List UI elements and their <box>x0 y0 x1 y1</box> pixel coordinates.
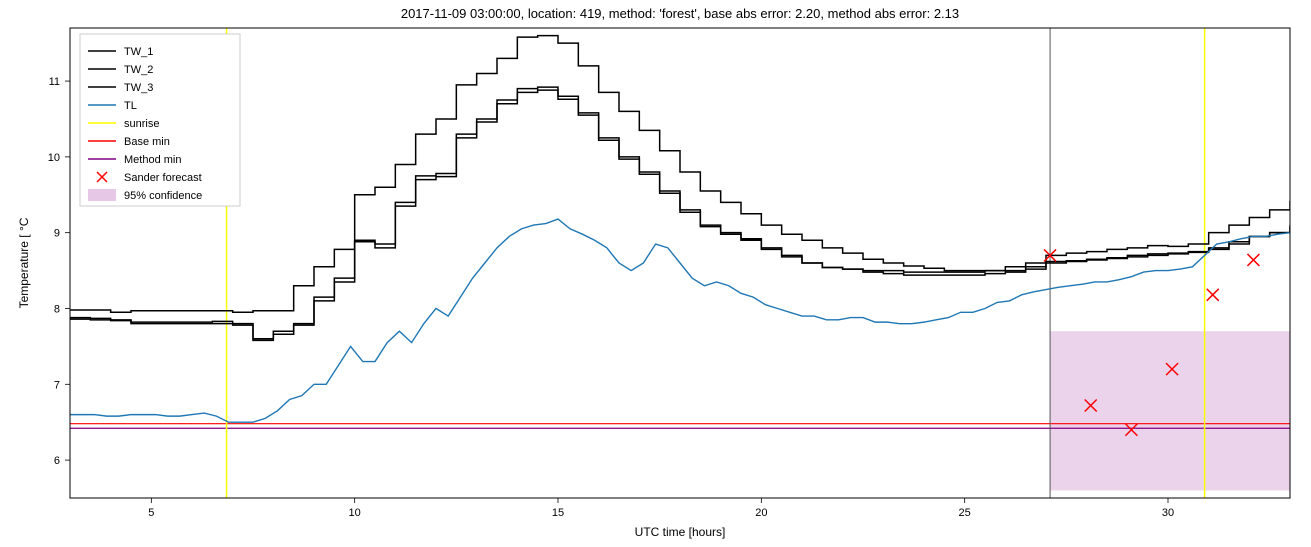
y-axis-label: Temperature [ °C <box>17 217 31 308</box>
legend-label: Method min <box>124 154 181 166</box>
legend-label: Sander forecast <box>124 172 202 184</box>
series-TW_1 <box>70 36 1290 313</box>
scatter-point <box>1207 289 1219 301</box>
chart-title: 2017-11-09 03:00:00, location: 419, meth… <box>401 6 959 21</box>
chart-container: 2017-11-09 03:00:00, location: 419, meth… <box>0 0 1311 547</box>
x-tick-label: 30 <box>1162 507 1174 519</box>
legend: TW_1 TW_2 TW_3 TL sunrise Base min Method min S… <box>80 34 240 206</box>
scatter-point <box>1247 254 1259 266</box>
legend-label: TL <box>124 100 137 112</box>
plot-area <box>70 28 1290 498</box>
y-tick-label: 10 <box>48 152 60 164</box>
y-tick-label: 6 <box>54 455 60 467</box>
y-tick-label: 8 <box>54 303 60 315</box>
y-tick-label: 7 <box>54 379 60 391</box>
legend-label: TW_1 <box>124 46 153 58</box>
x-tick-label: 20 <box>755 507 767 519</box>
x-tick-label: 5 <box>148 507 154 519</box>
legend-swatch <box>88 189 116 201</box>
legend-label: 95% confidence <box>124 190 202 202</box>
x-tick-label: 25 <box>959 507 971 519</box>
series-TW_2 <box>70 87 1290 339</box>
x-tick-label: 10 <box>349 507 361 519</box>
chart-svg: 2017-11-09 03:00:00, location: 419, meth… <box>0 0 1311 547</box>
series-TW_3 <box>70 90 1290 340</box>
legend-label: sunrise <box>124 118 159 130</box>
x-tick-label: 15 <box>552 507 564 519</box>
legend-label: Base min <box>124 136 170 148</box>
legend-label: TW_3 <box>124 82 153 94</box>
x-axis-label: UTC time [hours] <box>635 525 726 539</box>
y-tick-label: 11 <box>49 76 60 88</box>
legend-label: TW_2 <box>124 64 153 76</box>
y-tick-label: 9 <box>54 228 60 240</box>
